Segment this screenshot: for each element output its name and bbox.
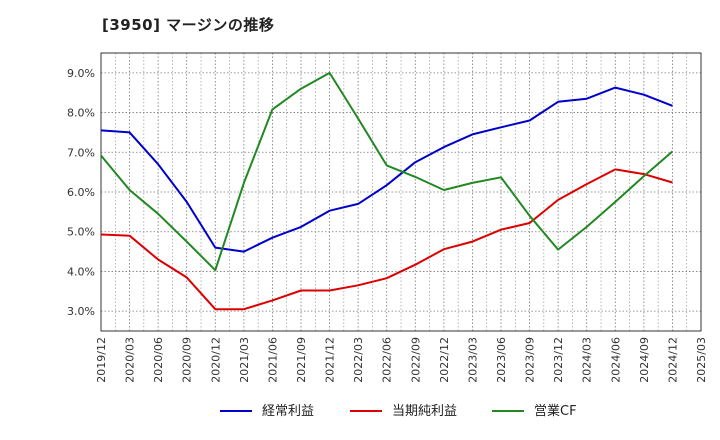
y-tick-label: 7.0% [67,146,95,159]
x-tick-label: 2022/09 [409,337,422,383]
plot-area [101,53,701,331]
x-tick-label: 2020/12 [209,337,222,383]
legend-label: 当期純利益 [392,404,457,419]
x-tick-label: 2023/06 [495,337,508,383]
y-tick-label: 5.0% [67,226,95,239]
x-tick-label: 2023/09 [524,337,537,383]
series-line [100,71,674,272]
x-tick-label: 2020/06 [152,337,165,383]
x-tick-label: 2021/06 [266,337,279,383]
legend-label: 経常利益 [262,404,314,419]
x-tick-label: 2021/03 [238,337,251,383]
x-tick-label: 2021/09 [295,337,308,383]
series-line [100,168,673,311]
x-tick-label: 2020/03 [124,337,137,383]
x-tick-label: 2023/12 [552,337,565,383]
x-tick-label: 2024/12 [666,337,679,383]
x-tick-label: 2022/12 [438,337,451,383]
y-tick-label: 8.0% [67,107,95,120]
legend-label: 営業CF [534,403,577,419]
x-tick-label: 2022/03 [352,337,365,383]
series-line [100,86,673,253]
plot-border [100,52,702,332]
y-tick-label: 9.0% [67,67,95,80]
x-tick-label: 2025/03 [695,337,708,383]
x-tick-label: 2019/12 [95,337,108,383]
x-tick-label: 2023/03 [466,337,479,383]
y-tick-label: 6.0% [67,186,95,199]
chart-title: [3950] マージンの推移 [102,16,275,34]
y-tick-label: 4.0% [67,265,95,278]
x-tick-label: 2024/06 [609,337,622,383]
x-tick-label: 2021/12 [324,337,337,383]
x-tick-label: 2020/09 [181,337,194,383]
x-tick-label: 2022/06 [381,337,394,383]
y-tick-label: 3.0% [67,305,95,318]
x-tick-label: 2024/03 [581,337,594,383]
x-tick-label: 2024/09 [638,337,651,383]
